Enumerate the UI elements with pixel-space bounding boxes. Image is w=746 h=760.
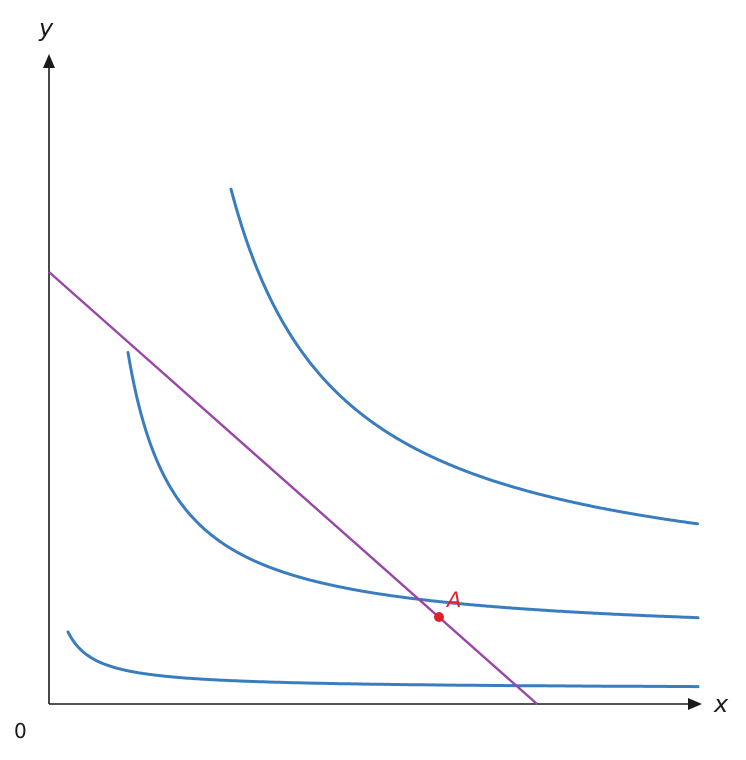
budget-line: [48, 271, 538, 705]
y-axis-arrowhead: [43, 54, 55, 68]
indifference-curve-high: [229, 187, 699, 526]
point-a-marker: [434, 612, 444, 622]
x-axis-label: x: [713, 690, 729, 718]
indifference-curve-middle: [126, 351, 700, 620]
x-axis-arrowhead: [688, 698, 702, 710]
indifference-curve-low: [66, 630, 700, 689]
point-a-label: A: [445, 588, 461, 612]
origin-label: 0: [14, 719, 27, 743]
y-axis-label: y: [38, 14, 54, 42]
